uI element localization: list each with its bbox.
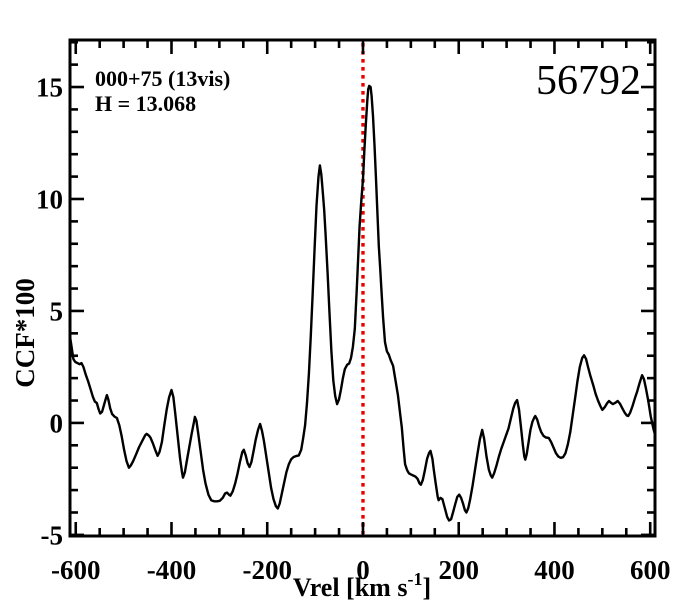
x-axis-label: Vrel [km s-1] [293, 569, 431, 600]
x-tick-label: -400 [147, 555, 197, 585]
x-tick-label: -600 [51, 555, 101, 585]
y-tick-label: 0 [50, 408, 64, 438]
y-tick-label: -5 [41, 520, 64, 550]
h-magnitude-annotation: H = 13.068 [95, 91, 196, 116]
y-tick-label: 10 [36, 184, 63, 214]
y-axis-tick-labels: -5 0 5 10 15 [36, 73, 63, 551]
field-annotation: 000+75 (13vis) [95, 66, 230, 91]
y-axis-label: CCF*100 [10, 278, 40, 388]
object-id-label: 56792 [536, 58, 641, 104]
ccf-curve [68, 84, 657, 522]
x-tick-label: 600 [630, 555, 671, 585]
axis-ticks [71, 40, 654, 537]
x-tick-label: 200 [438, 555, 479, 585]
plot-frame [68, 38, 657, 538]
x-tick-label: 0 [356, 555, 370, 585]
y-tick-label: 15 [36, 73, 63, 103]
x-tick-label: -200 [242, 555, 292, 585]
y-tick-label: 5 [50, 296, 64, 326]
x-tick-label: 400 [534, 555, 575, 585]
x-axis-tick-labels: -600 -400 -200 0 200 400 600 [51, 555, 670, 585]
